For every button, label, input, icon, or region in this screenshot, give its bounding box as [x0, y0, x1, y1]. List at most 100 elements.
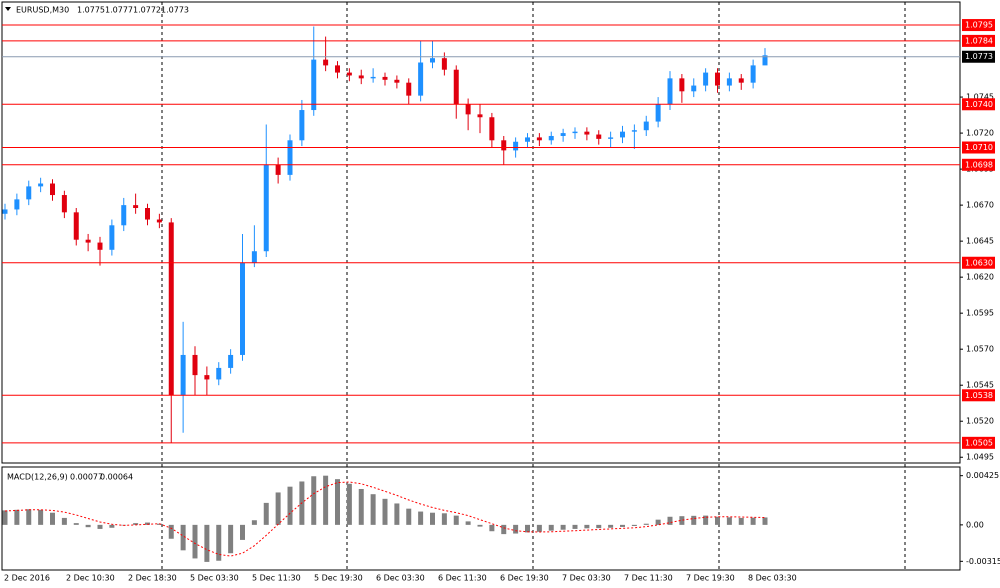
macd-bar	[204, 524, 210, 562]
candle-body	[596, 134, 602, 139]
macd-bar	[441, 513, 447, 525]
level-label-bg	[962, 19, 995, 32]
candle-body	[703, 72, 709, 86]
candle-body	[73, 212, 79, 240]
candle-body	[715, 72, 720, 86]
x-tick-label: 2 Dec 18:30	[128, 574, 177, 583]
x-tick-label: 6 Dec 03:30	[376, 574, 425, 583]
candle-body	[346, 72, 352, 76]
menu-arrow[interactable]	[5, 7, 11, 11]
macd-bar	[109, 524, 115, 528]
candle-body	[430, 58, 435, 63]
candle-body	[228, 354, 234, 368]
macd-bar	[501, 524, 507, 535]
macd-bar	[192, 524, 198, 559]
macd-bar	[394, 503, 400, 525]
candle-body	[311, 59, 317, 111]
level-label: 1.0784	[965, 36, 993, 45]
macd-bar	[762, 517, 768, 525]
x-tick-label: 2 Dec 2016	[4, 574, 50, 583]
candle-body	[299, 110, 305, 141]
candle-body	[335, 65, 340, 73]
candle-body	[572, 131, 578, 134]
candle-body	[418, 62, 424, 96]
candle-body	[240, 262, 245, 355]
current-price-bg	[962, 50, 995, 63]
y-tick-label: 1.0720	[966, 129, 994, 138]
level-label: 1.0710	[965, 143, 993, 152]
candle-body	[477, 114, 483, 118]
macd-bar	[50, 512, 55, 525]
macd-bar	[406, 508, 412, 525]
macd-bar	[453, 515, 459, 525]
macd-bar	[750, 517, 756, 525]
x-tick-label: 2 Dec 10:30	[66, 574, 115, 583]
macd-bar	[216, 524, 222, 561]
macd-bar	[572, 524, 578, 529]
macd-bar	[263, 502, 269, 525]
candle-body	[275, 164, 281, 175]
macd-bar	[180, 524, 186, 551]
y-tick-label: 1.0745	[966, 93, 994, 102]
macd-bar	[275, 492, 281, 525]
candle-body	[453, 69, 459, 105]
current-price-label: 1.0773	[965, 52, 993, 61]
macd-bar	[548, 524, 554, 531]
candle-body	[168, 222, 174, 396]
macd-bar	[133, 523, 139, 525]
candle-body	[643, 121, 649, 131]
candle-body	[691, 85, 697, 92]
macd-bar	[667, 516, 673, 525]
candle-body	[26, 186, 32, 200]
candle-body	[263, 164, 269, 252]
macd-bar	[513, 524, 519, 534]
candle-body	[620, 131, 625, 138]
header-value: 0.00064	[100, 473, 133, 482]
macd-bar	[97, 524, 103, 529]
x-tick-label: 7 Dec 03:30	[562, 574, 611, 583]
candle-body	[97, 242, 103, 250]
candle-body	[465, 104, 471, 115]
candle-body	[109, 225, 115, 250]
x-tick-label: 5 Dec 03:30	[190, 574, 239, 583]
macd-bar	[477, 524, 483, 527]
macd-bar	[311, 476, 317, 525]
candle-body	[631, 130, 637, 132]
candle-body	[38, 183, 44, 187]
candle-body	[608, 137, 614, 139]
candle-body	[394, 79, 400, 83]
candle-body	[750, 65, 756, 83]
macd-bar	[620, 524, 625, 527]
macd-bar	[418, 511, 424, 525]
level-label-bg	[962, 389, 995, 402]
macd-bar	[608, 524, 614, 528]
macd-bar	[655, 519, 661, 525]
x-tick-label: 8 Dec 03:30	[748, 574, 797, 583]
level-label: 1.0505	[965, 438, 993, 447]
macd-bar	[240, 524, 245, 540]
macd-bar	[465, 521, 471, 525]
candle-body	[180, 354, 186, 396]
macd-bar	[358, 488, 364, 525]
candle-body	[667, 78, 673, 105]
vertical-grid	[161, 2, 906, 570]
y-tick-label: 0.00	[966, 520, 984, 529]
macd-bar	[61, 517, 67, 525]
macd-bar	[145, 522, 150, 525]
candle-body	[145, 208, 150, 220]
y-tick-label: 1.0595	[966, 309, 994, 318]
candle-body	[192, 354, 198, 376]
macd-bar	[430, 512, 435, 525]
candle-body	[121, 205, 127, 226]
header-value: 1.0773	[161, 6, 189, 15]
level-label: 1.0740	[965, 100, 993, 109]
x-tick-label: 6 Dec 11:30	[438, 574, 487, 583]
macd-bar	[85, 524, 91, 528]
level-label-bg	[962, 141, 995, 154]
price-panel	[1, 1, 961, 464]
candle-body	[323, 59, 329, 66]
y-tick-label: 1.0545	[966, 381, 994, 390]
macd-bar	[703, 515, 709, 525]
macd-bar	[168, 524, 174, 539]
